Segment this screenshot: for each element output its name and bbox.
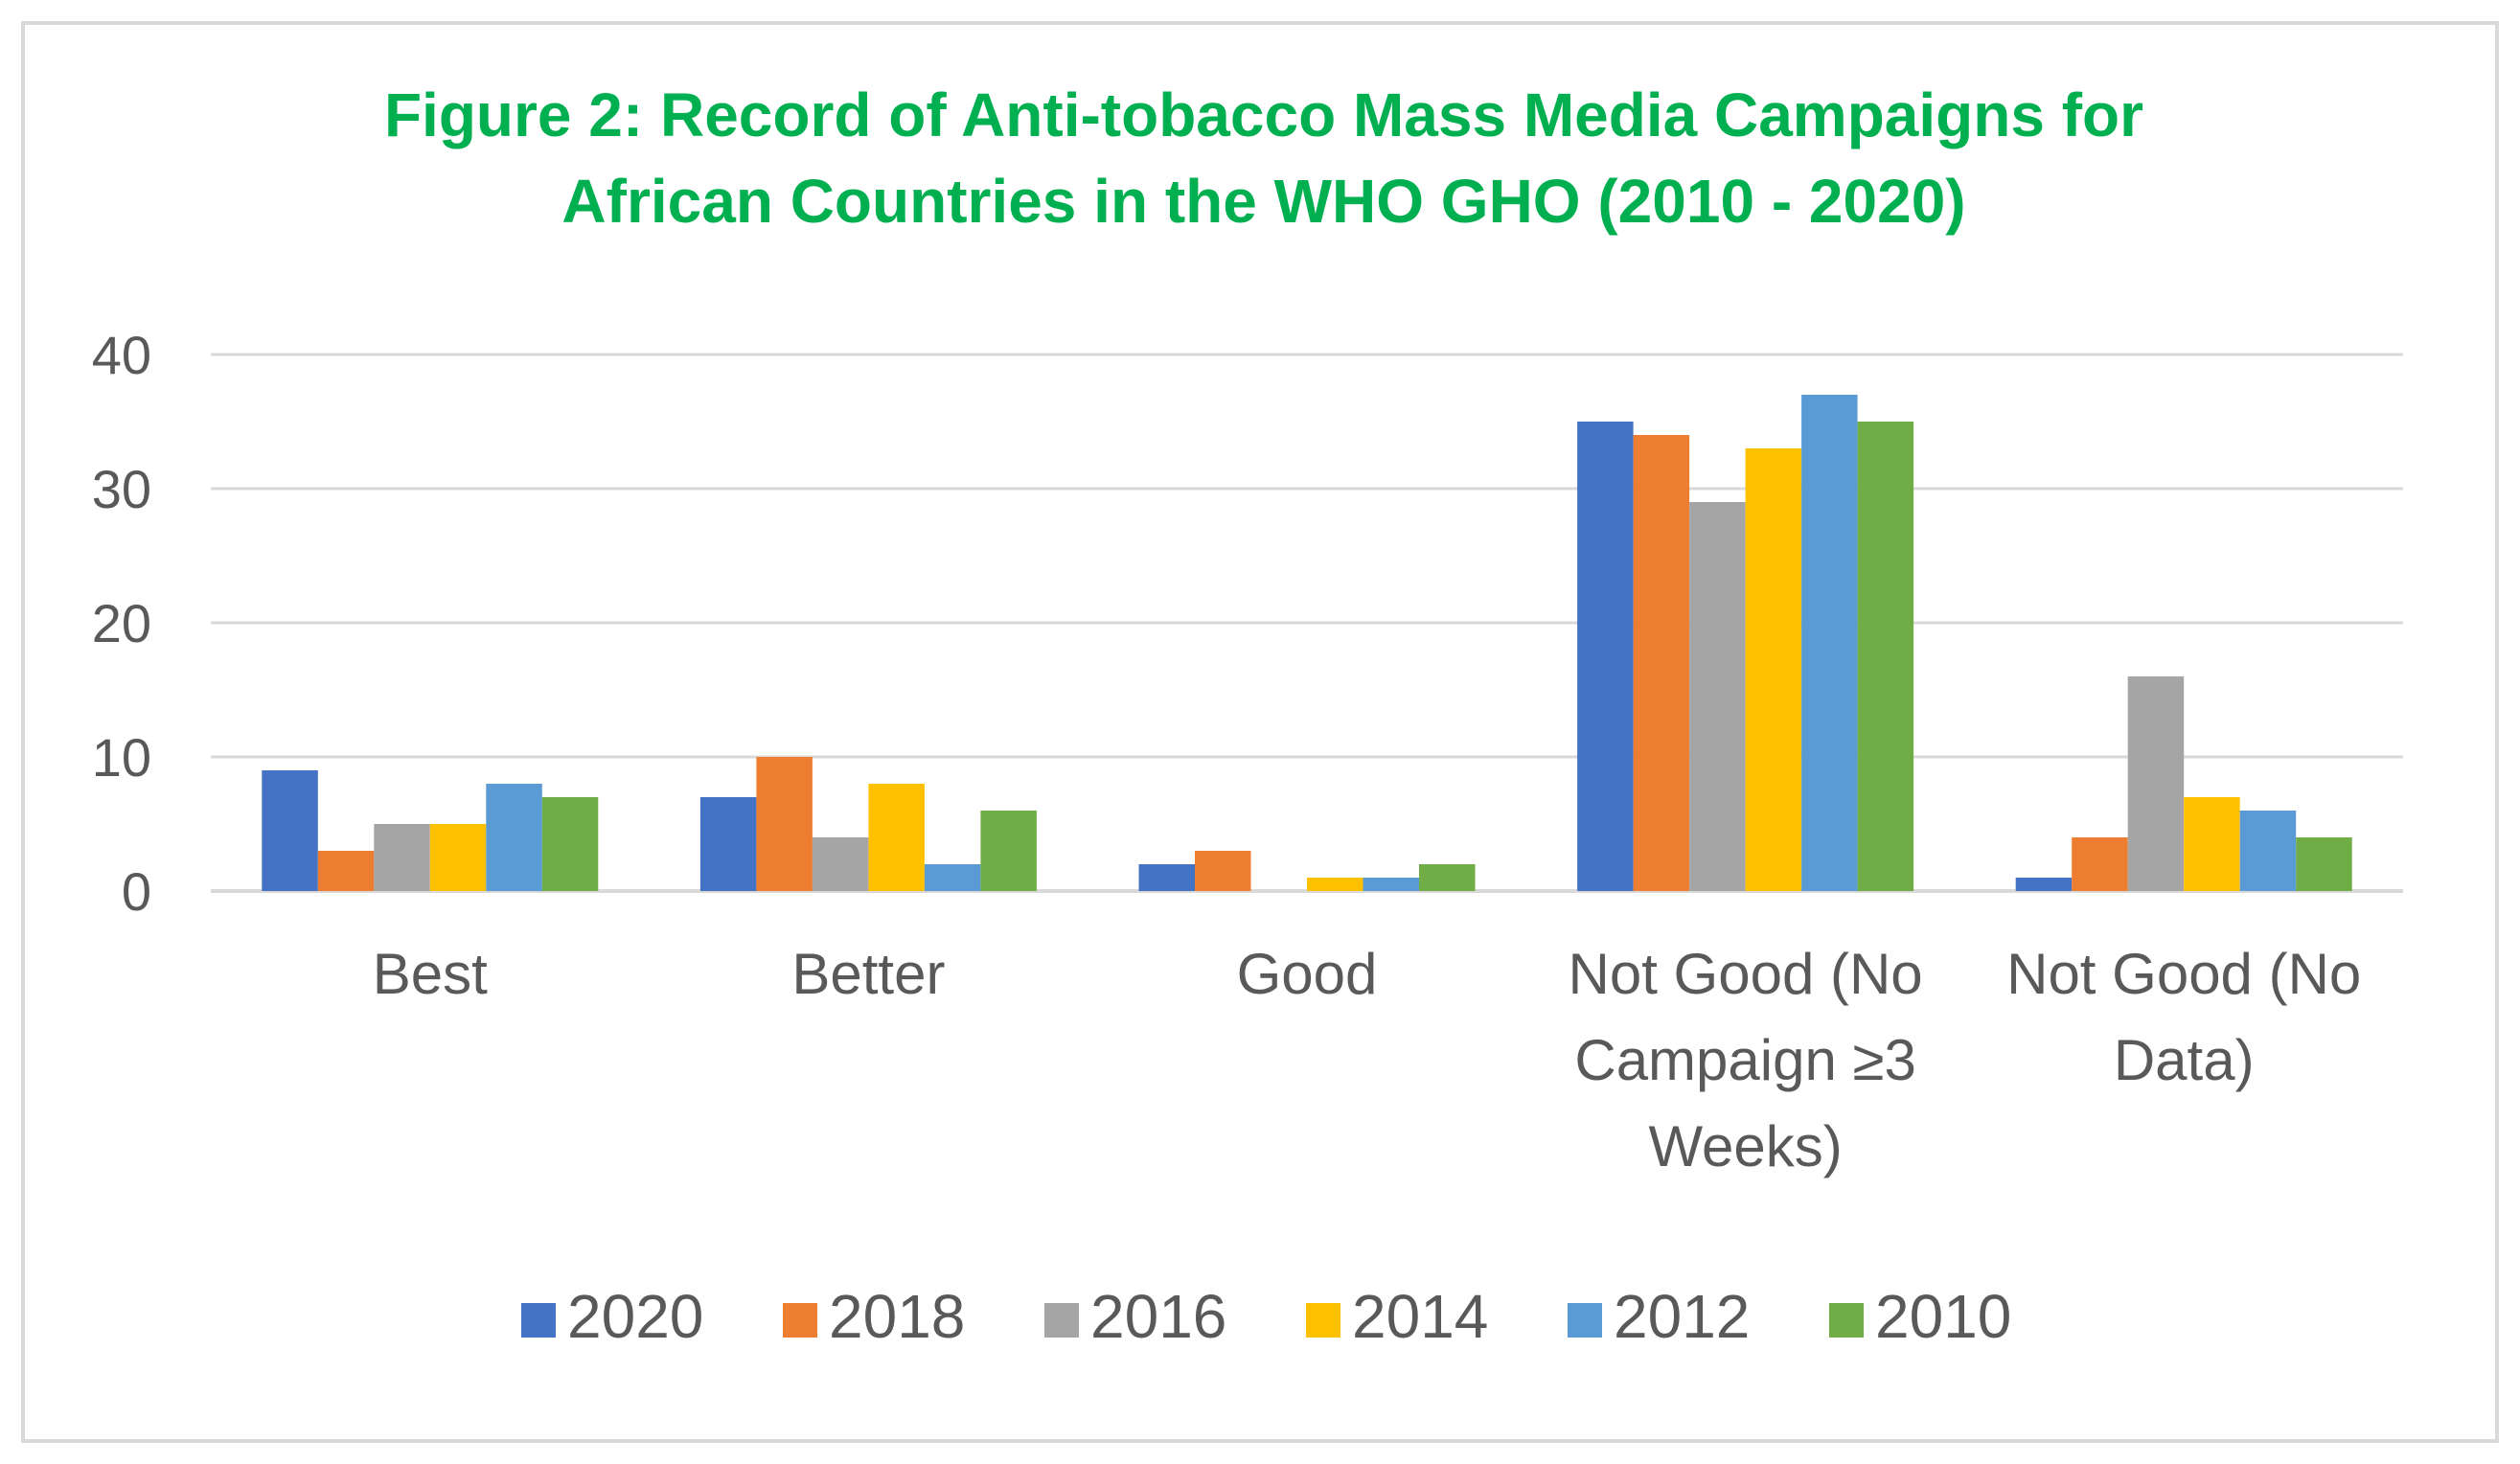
- category-label: Weeks): [1648, 1114, 1842, 1178]
- category-label: Better: [791, 942, 945, 1006]
- bar-2020-0: [262, 770, 318, 891]
- bar-2012-2: [1363, 878, 1419, 891]
- legend-swatch-2012: [1568, 1303, 1602, 1338]
- category-label: Not Good (No: [2006, 942, 2361, 1006]
- category-label: Best: [373, 942, 488, 1006]
- chart-title-line: Figure 2: Record of Anti-tobacco Mass Me…: [384, 80, 2143, 149]
- chart-title-line: African Countries in the WHO GHO (2010 -…: [561, 167, 1965, 236]
- legend-swatch-2010: [1829, 1303, 1864, 1338]
- bar-2020-4: [2015, 878, 2073, 891]
- y-tick-label: 20: [92, 593, 151, 653]
- bar-2018-3: [1633, 435, 1690, 891]
- bar-2010-1: [980, 811, 1037, 891]
- y-tick-label: 30: [92, 459, 151, 519]
- bar-2014-2: [1307, 878, 1363, 891]
- bar-2016-1: [812, 837, 869, 891]
- y-tick-label: 0: [122, 861, 151, 922]
- legend-label-2010: 2010: [1875, 1282, 2011, 1351]
- bar-2014-4: [2184, 797, 2240, 891]
- legend-swatch-2014: [1306, 1303, 1340, 1338]
- category-labels: Best Better Good Not Good (No Campaign ≥3 Wee…: [373, 942, 2362, 1178]
- bar-2014-3: [1745, 448, 1802, 891]
- bar-2010-0: [541, 797, 599, 891]
- legend-label-2020: 2020: [567, 1282, 703, 1351]
- legend-label-2018: 2018: [829, 1282, 965, 1351]
- chart-frame: Figure 2: Record of Anti-tobacco Mass Me…: [21, 21, 2499, 1443]
- legend-label-2016: 2016: [1090, 1282, 1226, 1351]
- legend-label-2014: 2014: [1352, 1282, 1488, 1351]
- bar-2020-1: [699, 797, 757, 891]
- bar-2012-0: [486, 784, 542, 891]
- bar-2018-4: [2072, 837, 2128, 891]
- bar-2010-3: [1857, 422, 1914, 891]
- bar-2012-4: [2239, 811, 2297, 891]
- category-label: Data): [2114, 1028, 2255, 1092]
- bar-2020-2: [1138, 864, 1195, 891]
- y-tick-label: 10: [92, 727, 151, 788]
- bar-2016-4: [2127, 676, 2185, 891]
- bar-2016-3: [1689, 502, 1746, 891]
- bar-2018-1: [756, 757, 813, 891]
- bars: [262, 395, 2352, 891]
- y-tick-label: 40: [92, 325, 151, 385]
- category-label: Campaign ≥3: [1574, 1028, 1915, 1092]
- legend: 2020 2018 2016 2014 2012 2010: [521, 1282, 2011, 1351]
- legend-swatch-2016: [1044, 1303, 1079, 1338]
- category-label: Not Good (No: [1569, 942, 1923, 1006]
- bar-2020-3: [1577, 422, 1634, 891]
- chart-title: Figure 2: Record of Anti-tobacco Mass Me…: [384, 80, 2143, 236]
- category-label: Good: [1237, 942, 1378, 1006]
- chart-svg: Figure 2: Record of Anti-tobacco Mass Me…: [92, 80, 2403, 1351]
- bar-2018-2: [1195, 851, 1251, 891]
- legend-label-2012: 2012: [1614, 1282, 1750, 1351]
- legend-swatch-2018: [783, 1303, 817, 1338]
- bar-2010-4: [2296, 837, 2352, 891]
- bar-2018-0: [317, 851, 375, 891]
- y-axis-ticks: 0 10 20 30 40: [92, 325, 151, 922]
- legend-swatch-2020: [521, 1303, 556, 1338]
- bar-2010-2: [1419, 864, 1476, 891]
- bar-2014-1: [868, 784, 925, 891]
- bar-2012-1: [924, 864, 981, 891]
- bar-2012-3: [1801, 395, 1858, 891]
- bar-2014-0: [429, 824, 487, 891]
- bar-2016-0: [374, 824, 430, 891]
